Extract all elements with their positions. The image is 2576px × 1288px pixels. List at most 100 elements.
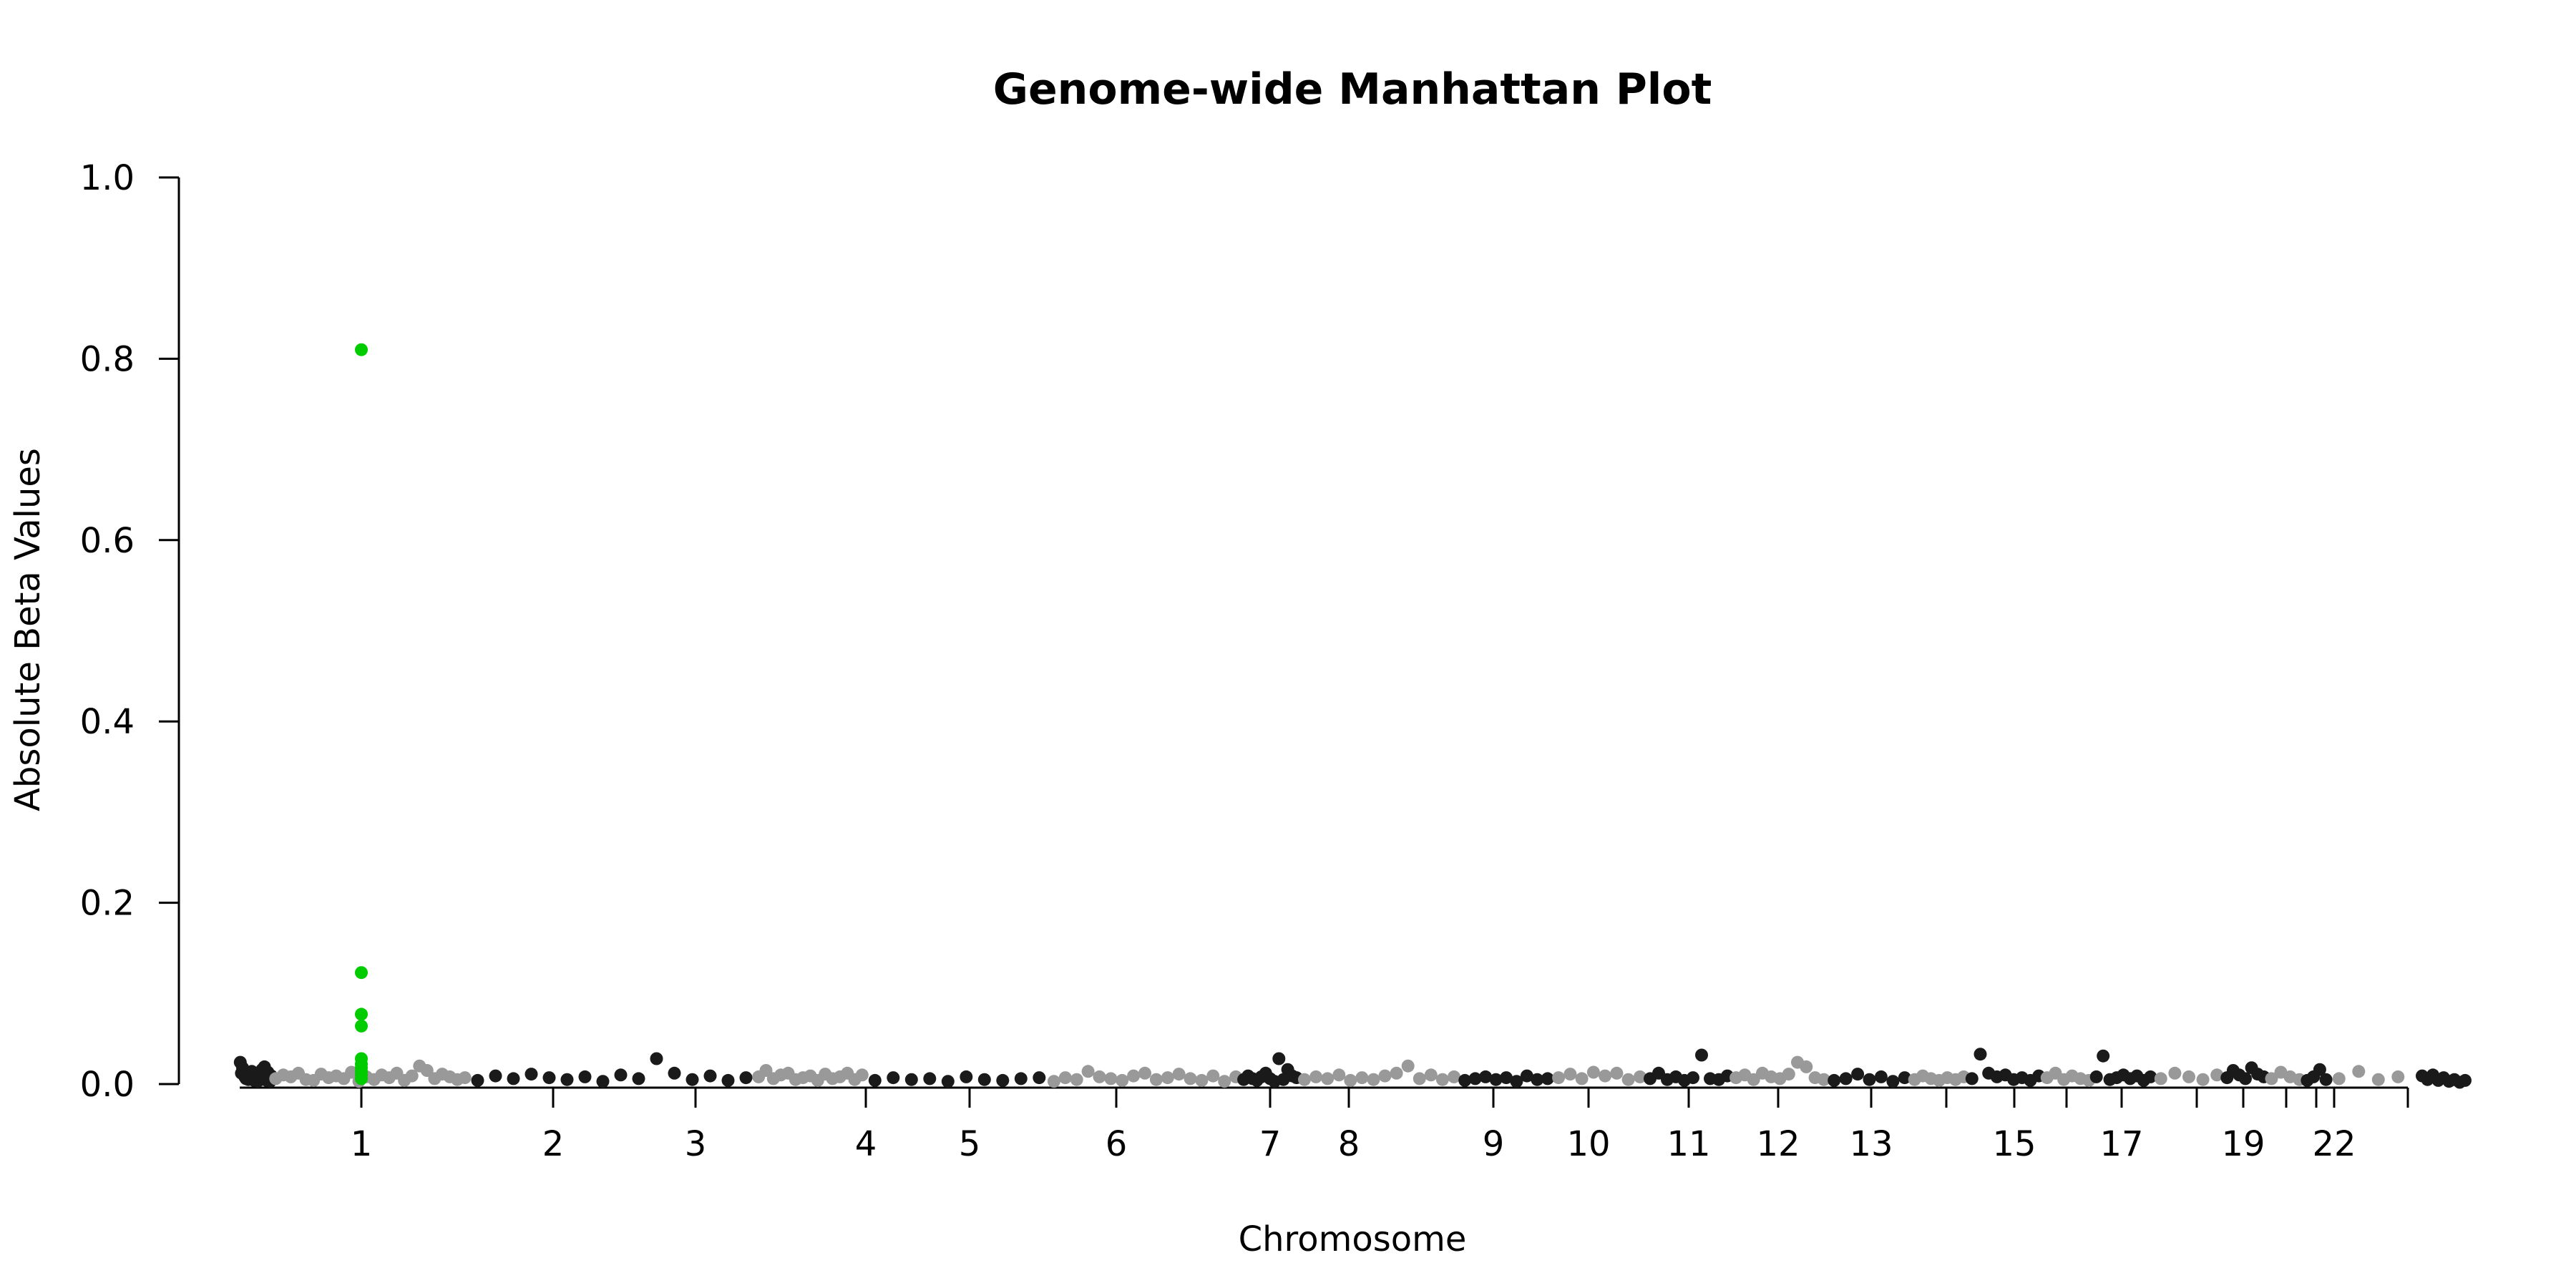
- data-point: [923, 1072, 937, 1085]
- data-point: [1355, 1071, 1369, 1085]
- data-point: [887, 1071, 900, 1085]
- data-point: [1468, 1072, 1482, 1085]
- y-tick-label: 0.0: [80, 1065, 135, 1105]
- data-point: [1563, 1068, 1577, 1081]
- data-point: [1014, 1072, 1028, 1085]
- x-tick-label: 11: [1667, 1124, 1710, 1164]
- data-point: [578, 1070, 592, 1083]
- data-point: [420, 1064, 434, 1077]
- chart-title: Genome-wide Manhattan Plot: [993, 64, 1712, 114]
- data-point: [1500, 1071, 1513, 1085]
- data-point: [1116, 1073, 1129, 1087]
- data-point: [1839, 1072, 1853, 1085]
- data-point: [1552, 1071, 1566, 1085]
- x-tick-label: 17: [2099, 1124, 2143, 1164]
- data-point: [868, 1073, 882, 1087]
- data-point: [2352, 1065, 2366, 1078]
- highlighted-point: [355, 1072, 368, 1085]
- data-point: [1093, 1070, 1106, 1083]
- data-point: [1127, 1069, 1141, 1083]
- data-point: [1586, 1065, 1600, 1079]
- data-point: [2239, 1072, 2252, 1085]
- data-point: [1974, 1048, 1987, 1061]
- data-point: [1104, 1072, 1118, 1085]
- data-point: [1874, 1070, 1888, 1083]
- x-tick-label: 4: [855, 1124, 877, 1164]
- data-point: [1058, 1071, 1072, 1085]
- highlighted-point: [355, 343, 368, 356]
- data-point: [703, 1069, 717, 1083]
- x-tick-label: 8: [1338, 1124, 1360, 1164]
- data-point: [1541, 1072, 1554, 1085]
- data-point: [759, 1064, 773, 1077]
- data-point: [1828, 1073, 1841, 1087]
- x-tick-label: 3: [685, 1124, 707, 1164]
- x-tick-label: 19: [2221, 1124, 2265, 1164]
- data-point: [1070, 1073, 1083, 1086]
- data-point: [345, 1065, 358, 1079]
- data-point: [1610, 1066, 1624, 1080]
- x-tick-label: 7: [1259, 1124, 1282, 1164]
- data-point: [1298, 1073, 1311, 1086]
- data-point: [1033, 1071, 1046, 1085]
- data-point: [668, 1066, 681, 1080]
- data-point: [996, 1073, 1010, 1087]
- x-axis-label: Chromosome: [1239, 1219, 1467, 1259]
- data-point: [855, 1068, 869, 1082]
- data-point: [1782, 1068, 1795, 1081]
- data-point: [1172, 1068, 1186, 1081]
- data-point: [1195, 1073, 1209, 1087]
- data-point: [1479, 1070, 1493, 1083]
- highlighted-point: [355, 1019, 368, 1033]
- data-point: [1218, 1075, 1231, 1088]
- y-axis-label: Absolute Beta Values: [8, 448, 48, 811]
- data-point: [1863, 1073, 1876, 1086]
- data-point: [977, 1073, 991, 1086]
- data-point: [1817, 1073, 1830, 1086]
- data-point: [1321, 1072, 1335, 1085]
- data-point: [1378, 1069, 1392, 1083]
- x-tick-label: 6: [1106, 1124, 1128, 1164]
- data-point: [1886, 1075, 1900, 1088]
- x-tick-label: 15: [1992, 1124, 2036, 1164]
- data-point: [1332, 1068, 1346, 1082]
- data-point: [1898, 1071, 1911, 1085]
- data-point: [1695, 1048, 1708, 1062]
- data-point: [507, 1072, 520, 1085]
- data-point: [2459, 1073, 2472, 1087]
- data-point: [1851, 1068, 1865, 1081]
- y-tick-label: 0.4: [80, 702, 135, 742]
- data-point: [1344, 1073, 1357, 1087]
- data-point: [1390, 1066, 1403, 1080]
- data-point: [1047, 1075, 1060, 1088]
- data-point: [405, 1069, 419, 1083]
- x-tick-label: 5: [959, 1124, 981, 1164]
- y-tick-label: 0.2: [80, 884, 135, 924]
- data-point: [650, 1052, 663, 1065]
- data-point: [2168, 1066, 2182, 1080]
- data-point: [2154, 1072, 2167, 1085]
- data-point: [1424, 1068, 1438, 1082]
- data-point: [2182, 1070, 2195, 1083]
- data-point: [2089, 1070, 2103, 1083]
- data-point: [614, 1068, 628, 1082]
- y-tick-label: 0.8: [80, 339, 135, 379]
- data-point: [2313, 1063, 2326, 1076]
- data-point: [1138, 1066, 1151, 1080]
- data-point: [1800, 1060, 1813, 1073]
- data-point: [686, 1073, 699, 1086]
- data-point: [2391, 1070, 2405, 1083]
- data-point: [1458, 1073, 1472, 1087]
- y-axis: 0.0 0.2 0.4 0.6 0.8 1.0: [80, 158, 180, 1105]
- data-point: [2371, 1073, 2385, 1086]
- data-point: [739, 1071, 753, 1085]
- x-tick-label: 2: [542, 1124, 565, 1164]
- data-point: [1687, 1071, 1699, 1085]
- x-tick-label: 22: [2312, 1124, 2356, 1164]
- y-tick-label: 0.6: [80, 521, 135, 561]
- data-point: [1401, 1059, 1415, 1073]
- x-tick-label: 13: [1849, 1124, 1893, 1164]
- data-point: [960, 1070, 973, 1083]
